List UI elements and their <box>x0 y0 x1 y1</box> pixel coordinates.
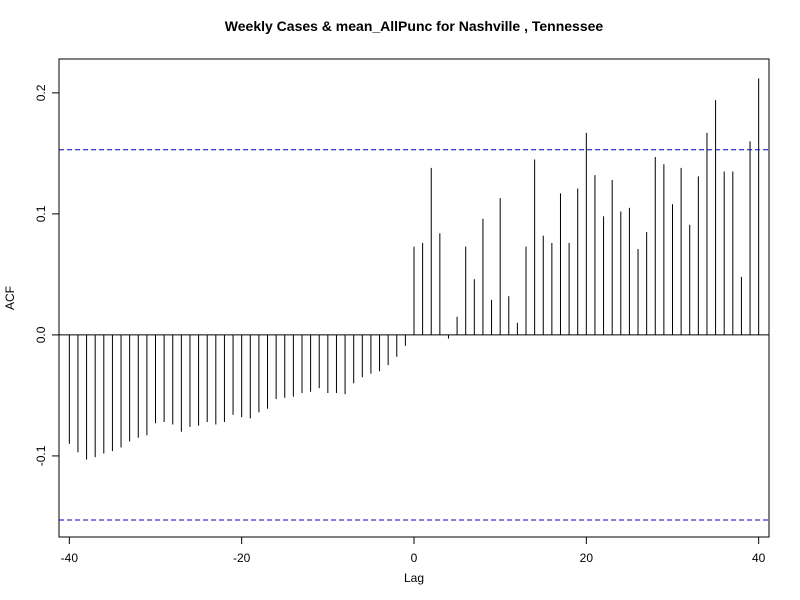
x-tick-label: -40 <box>61 551 79 565</box>
y-tick-label: 0.1 <box>34 205 48 222</box>
y-tick-label: -0.1 <box>34 445 48 466</box>
y-tick-label: 0.0 <box>34 326 48 343</box>
x-tick-label: 0 <box>411 551 418 565</box>
x-tick-label: 20 <box>580 551 594 565</box>
x-axis: -40 -20 0 20 40 <box>61 536 766 565</box>
reference-lines <box>59 149 769 521</box>
x-axis-label: Lag <box>404 571 424 585</box>
x-tick-label: 40 <box>752 551 766 565</box>
chart-title: Weekly Cases & mean_AllPunc for Nashvill… <box>225 18 604 34</box>
x-tick-label: -20 <box>233 551 251 565</box>
y-axis-label: ACF <box>3 286 17 310</box>
y-tick-label: 0.2 <box>34 84 48 101</box>
acf-bars <box>68 78 760 460</box>
y-axis: -0.1 0.0 0.1 0.2 <box>34 84 60 466</box>
